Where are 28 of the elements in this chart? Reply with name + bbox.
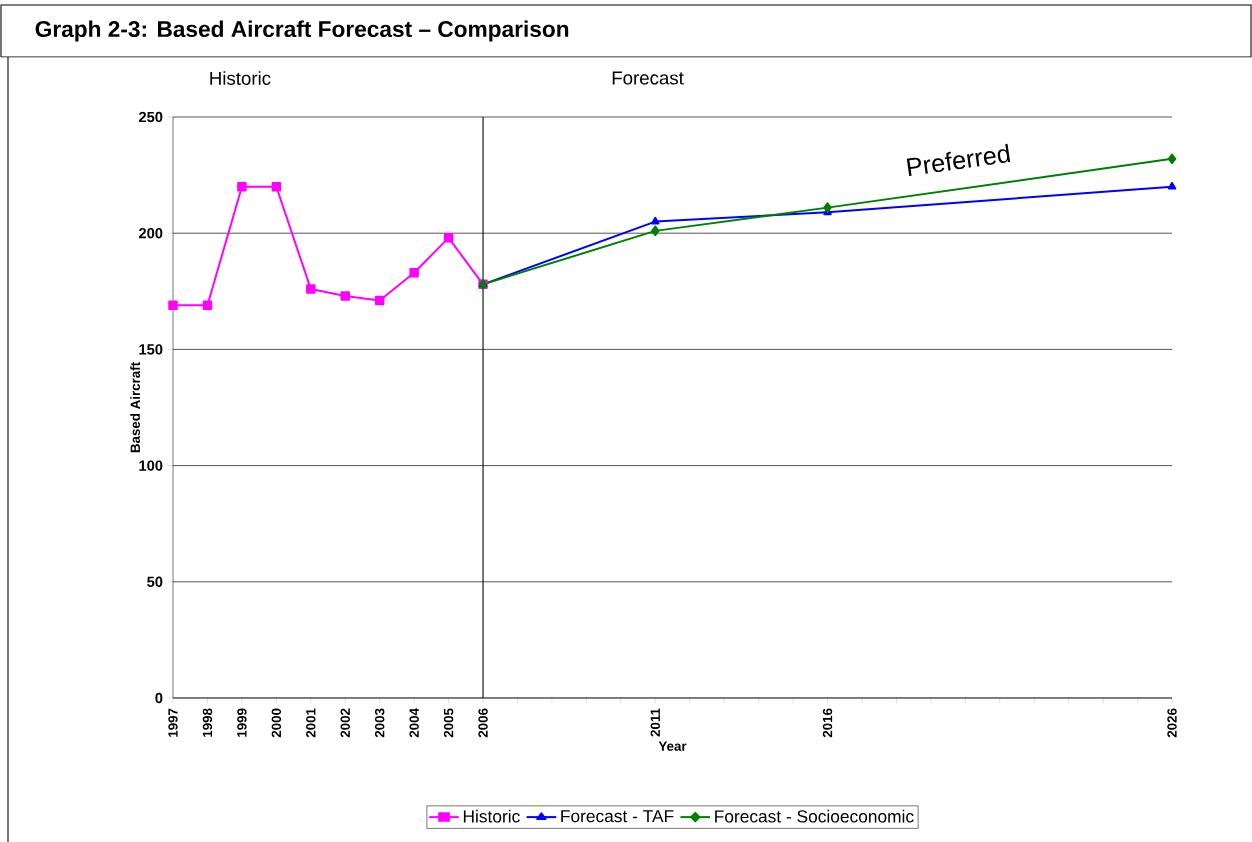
y-tick-label: 250	[138, 111, 163, 123]
legend-label: Forecast - Socioeconomic	[715, 809, 914, 823]
y-tick-label: 150	[139, 344, 163, 355]
x-tick-label: 2002	[340, 708, 350, 738]
x-tick-label: 2005	[443, 708, 454, 738]
legend-label: Forecast - TAF	[561, 810, 674, 823]
x-tick-label: 2026	[1167, 708, 1177, 738]
x-tick-label: 2016	[822, 708, 833, 738]
x-tick-label: 2001	[306, 708, 316, 738]
chart-title: Graph 2-3: Based Aircraft Forecast – Comparison	[35, 20, 569, 42]
y-tick-label: 200	[138, 228, 163, 239]
y-axis-title: Based Aircraft	[130, 362, 140, 453]
x-tick-label: 1997	[168, 708, 178, 737]
y-tick-label: 0	[155, 692, 163, 704]
x-tick-label: 1998	[202, 708, 213, 737]
y-tick-label: 50	[147, 576, 163, 587]
text: Forecast	[612, 71, 684, 85]
annotation: Preferred	[906, 143, 1011, 177]
x-axis-title: Year	[658, 741, 687, 751]
y-tick-label: 100	[139, 460, 163, 471]
x-tick-label: 2003	[374, 708, 385, 738]
x-tick-label: 2006	[478, 708, 488, 738]
legend-label: Historic	[463, 809, 520, 823]
x-tick-label: 2000	[271, 708, 282, 738]
text: Historic	[210, 71, 271, 85]
x-tick-label: 2004	[409, 708, 419, 738]
x-tick-label: 2011	[650, 708, 660, 737]
x-tick-label: 1999	[237, 708, 247, 737]
